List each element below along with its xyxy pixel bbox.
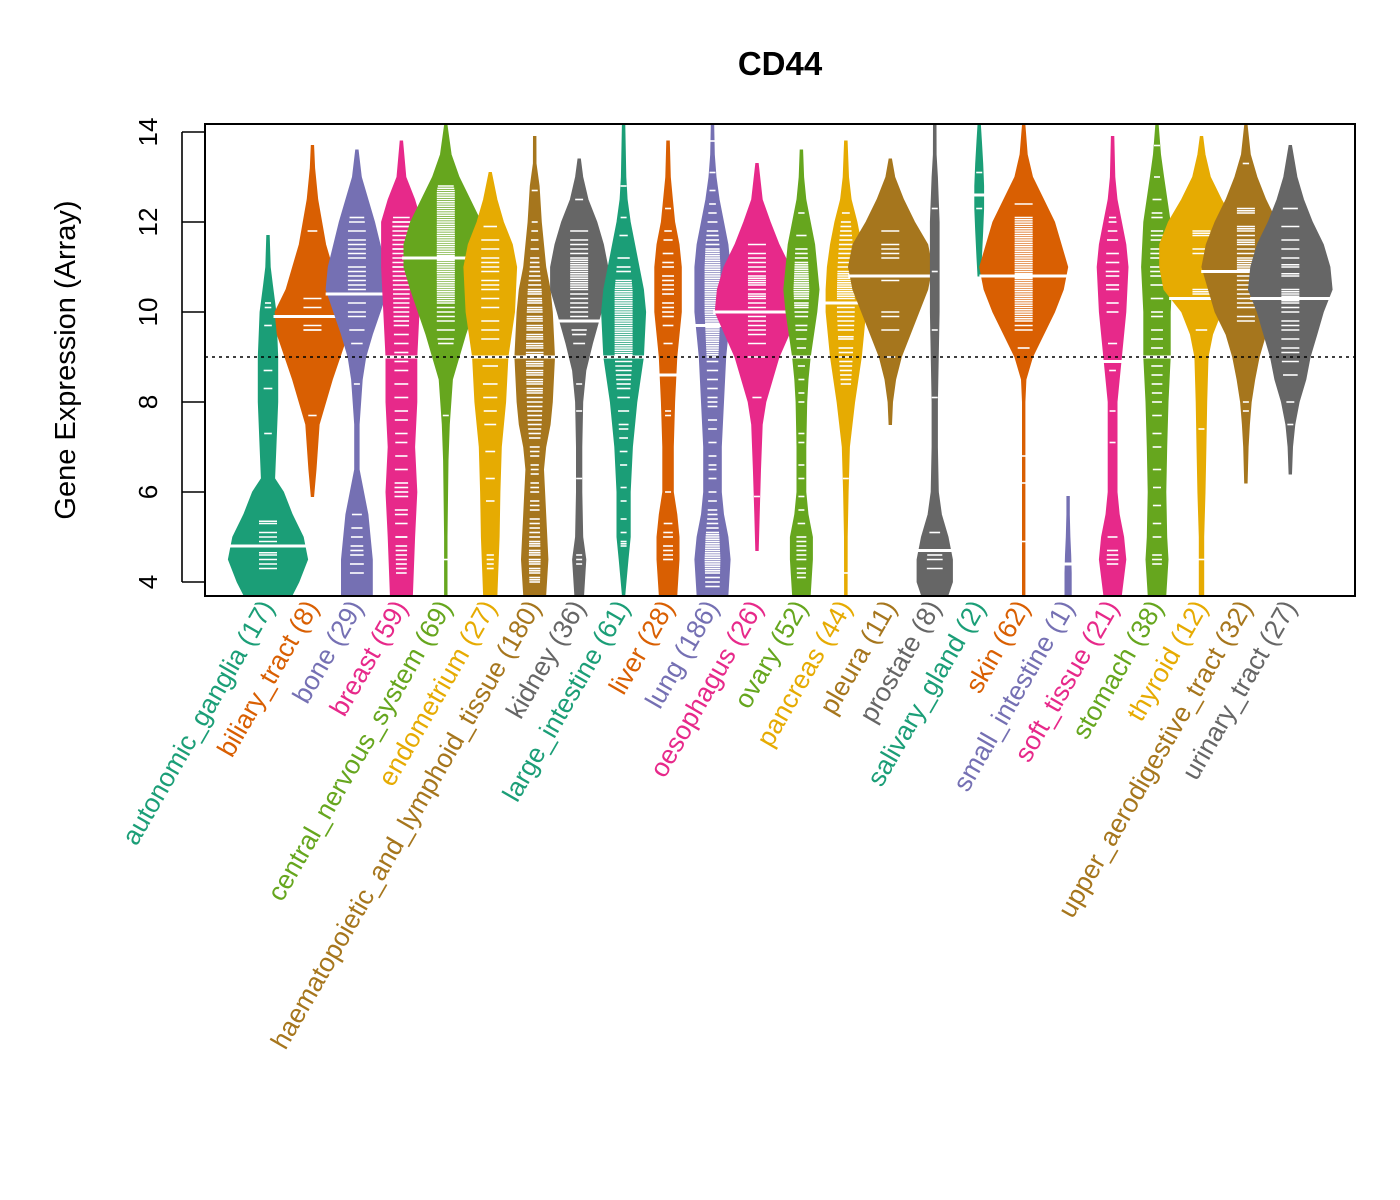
violin-skin bbox=[979, 124, 1069, 596]
violin-liver bbox=[654, 140, 682, 596]
violin-pancreas bbox=[824, 140, 868, 596]
violin-body bbox=[847, 158, 933, 425]
y-axis: 4 6 8 10 12 14 bbox=[133, 118, 205, 589]
violin-haematopoietic-and-lymphoid-tissue bbox=[512, 136, 557, 596]
violin-body bbox=[783, 149, 820, 596]
y-tick-label: 14 bbox=[133, 118, 163, 147]
violin-body bbox=[550, 158, 609, 596]
violin-body bbox=[274, 145, 351, 497]
violin-pleura bbox=[847, 158, 933, 425]
violin-small-intestine bbox=[1060, 496, 1077, 596]
violin-lung bbox=[694, 124, 731, 596]
y-tick-label: 6 bbox=[133, 485, 163, 499]
violin-stomach bbox=[1141, 124, 1173, 596]
violin-prostate bbox=[916, 124, 953, 596]
violin-breast bbox=[381, 140, 422, 596]
violin-autonomic-ganglia bbox=[227, 235, 309, 596]
violin-body bbox=[381, 140, 422, 596]
violin-soft-tissue bbox=[1096, 136, 1129, 596]
violin-endometrium bbox=[463, 172, 518, 596]
y-tick-label: 10 bbox=[133, 298, 163, 327]
violin-kidney bbox=[550, 158, 609, 596]
violin-body bbox=[325, 149, 389, 596]
y-axis-label: Gene Expression (Array) bbox=[50, 200, 82, 519]
y-tick-label: 8 bbox=[133, 395, 163, 409]
violin-body bbox=[916, 124, 953, 596]
violins-group bbox=[227, 124, 1333, 596]
violin-body bbox=[654, 140, 682, 596]
violin-body bbox=[601, 124, 647, 596]
violin-body bbox=[979, 124, 1069, 596]
violin-body bbox=[1247, 145, 1333, 475]
violin-body bbox=[1096, 136, 1129, 596]
chart-title: CD44 bbox=[738, 45, 823, 82]
x-axis-labels: autonomic_ganglia (17)biliary_tract (8)b… bbox=[116, 595, 1303, 1054]
violin-urinary-tract bbox=[1247, 145, 1333, 475]
violin-body bbox=[1064, 496, 1072, 596]
violin-body bbox=[227, 235, 309, 596]
violin-central-nervous-system bbox=[402, 124, 490, 596]
y-tick-label: 12 bbox=[133, 208, 163, 237]
violin-bone bbox=[325, 149, 389, 596]
plot-frame bbox=[204, 123, 1356, 597]
violin-body bbox=[974, 124, 985, 277]
violin-body bbox=[694, 124, 731, 596]
violin-body bbox=[1141, 124, 1173, 596]
violin-body bbox=[825, 140, 867, 596]
violin-ovary bbox=[783, 149, 820, 596]
violin-large-intestine bbox=[601, 124, 647, 596]
y-tick-label: 4 bbox=[133, 575, 163, 589]
